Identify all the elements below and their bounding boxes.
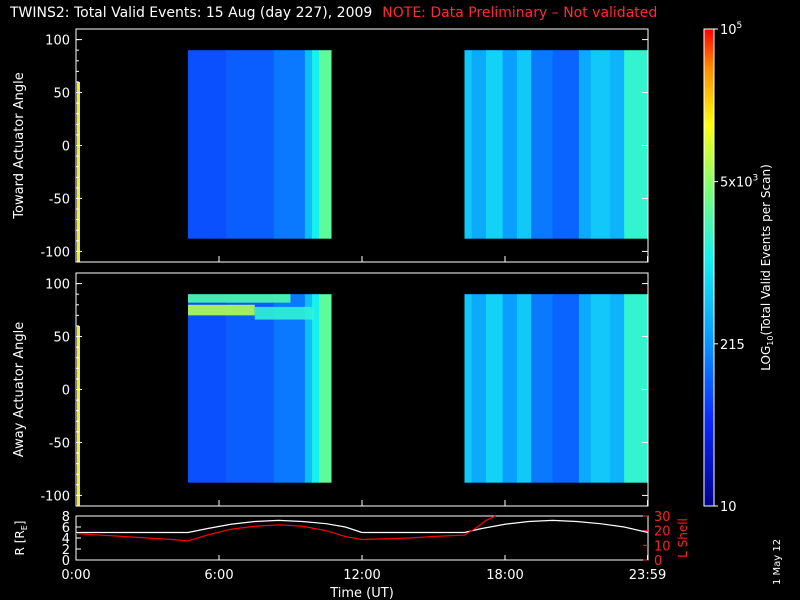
- orbit-left-tick-label: 4: [62, 532, 70, 547]
- orbit-xtick-label: 18:00: [486, 568, 523, 583]
- colorbar-tick-label: 5x103: [720, 174, 758, 191]
- title-main: TWINS2: Total Valid Events: 15 Aug (day …: [10, 5, 373, 21]
- toward-column: [471, 50, 487, 239]
- away-band: [188, 304, 255, 316]
- orbit-right-tick-label: 10: [654, 539, 671, 554]
- toward-column: [311, 50, 320, 239]
- orbit-lines-layer: [75, 515, 649, 542]
- toward-edge-strip: [77, 81, 80, 262]
- orbit-left-tick-label: 0: [62, 554, 70, 569]
- toward-column: [304, 50, 313, 239]
- away-ytick-label: -100: [40, 489, 70, 504]
- toward-ylabel: Toward Actuator Angle: [12, 72, 27, 219]
- orbit-ylabel-left: R [RE]: [13, 521, 29, 556]
- away-column: [226, 294, 275, 483]
- colorbar-tick-label: 215: [720, 338, 745, 353]
- orbit-frame: [75, 515, 649, 561]
- colorbar-label: LOG10(Total Valid Events per Scan): [759, 164, 775, 371]
- away-ytick-label: 100: [45, 278, 70, 293]
- toward-column: [188, 50, 227, 239]
- toward-ytick-label: 100: [45, 34, 70, 49]
- away-column: [590, 294, 611, 483]
- toward-column: [531, 50, 554, 239]
- title-note: NOTE: Data Preliminary – Not validated: [382, 5, 658, 21]
- away-ylabel: Away Actuator Angle: [12, 322, 27, 457]
- away-column: [319, 294, 332, 483]
- orbit-xtick-label: 12:00: [343, 568, 380, 583]
- away-column: [273, 294, 306, 483]
- away-band: [254, 306, 315, 320]
- toward-column: [516, 50, 532, 239]
- lshell-series-line: [75, 515, 496, 542]
- away-column: [502, 294, 518, 483]
- toward-column: [552, 50, 580, 239]
- orbit-xtick-label: 23:59: [629, 568, 666, 583]
- orbit-xtick-label: 0:00: [61, 568, 90, 583]
- axes-layer: [75, 28, 718, 561]
- away-band: [188, 294, 291, 303]
- toward-column: [464, 50, 473, 239]
- away-column: [485, 294, 504, 483]
- orbit-xlabel: Time (UT): [329, 586, 394, 600]
- toward-column: [273, 50, 306, 239]
- away-ytick-label: -50: [49, 436, 70, 451]
- away-column: [609, 294, 625, 483]
- colorbar-tick-label: 105: [720, 21, 742, 38]
- toward-ytick-label: 0: [62, 140, 70, 155]
- away-column: [311, 294, 320, 483]
- colorbar-tick-label: 10: [720, 500, 737, 515]
- away-column: [552, 294, 580, 483]
- away-column: [471, 294, 487, 483]
- away-ytick-label: 50: [53, 331, 70, 346]
- orbit-xtick-label: 6:00: [204, 568, 233, 583]
- away-column: [624, 294, 649, 483]
- r-series-line: [76, 519, 649, 534]
- toward-ytick-label: -100: [40, 245, 70, 260]
- heatmap-layer: [77, 50, 649, 506]
- orbit-right-tick-label: 20: [654, 525, 671, 540]
- away-edge-strip: [77, 325, 80, 506]
- date-stamp: 1 May 12: [772, 538, 783, 585]
- away-column: [188, 294, 227, 483]
- away-column: [464, 294, 473, 483]
- orbit-ylabel-right: L Shell: [676, 518, 690, 558]
- orbit-right-tick-label: 30: [654, 510, 671, 525]
- away-column: [531, 294, 554, 483]
- toward-column: [624, 50, 649, 239]
- away-ytick-label: 0: [62, 384, 70, 399]
- toward-ytick-label: 50: [53, 87, 70, 102]
- toward-column: [319, 50, 332, 239]
- orbit-left-tick-label: 2: [62, 543, 70, 558]
- toward-ytick-label: -50: [49, 192, 70, 207]
- toward-column: [578, 50, 592, 239]
- away-column: [516, 294, 532, 483]
- away-column: [304, 294, 313, 483]
- toward-column: [485, 50, 504, 239]
- toward-column: [226, 50, 275, 239]
- away-column: [578, 294, 592, 483]
- orbit-right-tick-label: 0: [654, 554, 662, 569]
- orbit-left-tick-label: 8: [62, 510, 70, 525]
- orbit-left-tick-label: 6: [62, 521, 70, 536]
- toward-column: [590, 50, 611, 239]
- toward-column: [502, 50, 518, 239]
- toward-column: [609, 50, 625, 239]
- colorbar: [703, 28, 715, 507]
- chart-title: TWINS2: Total Valid Events: 15 Aug (day …: [10, 5, 657, 21]
